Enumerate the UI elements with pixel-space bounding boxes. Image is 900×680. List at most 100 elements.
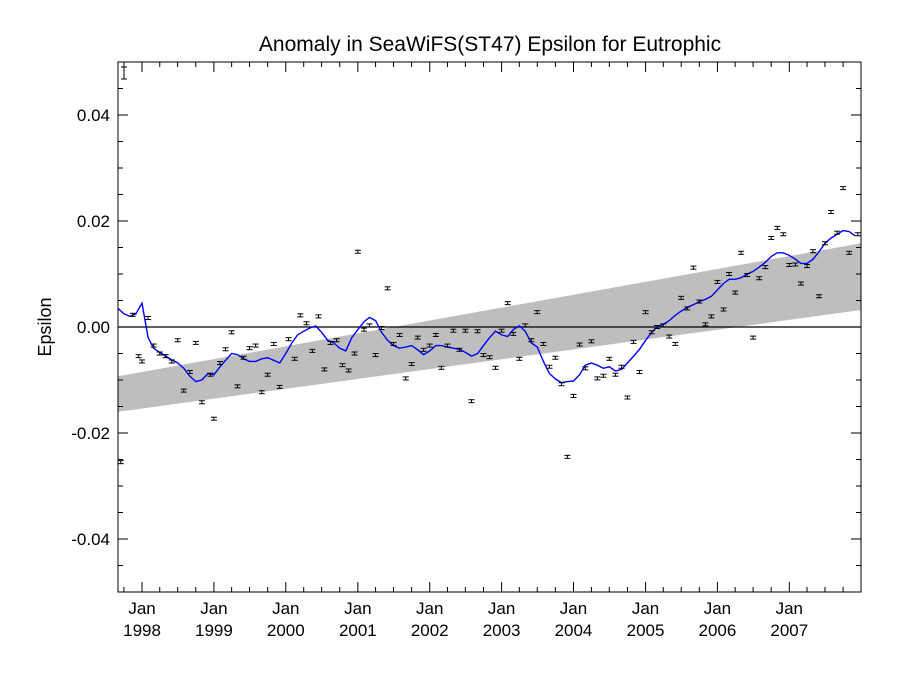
data-point	[797, 281, 804, 286]
data-point	[135, 354, 142, 359]
y-tick-label: -0.02	[71, 424, 110, 443]
x-tick-label-month: Jan	[632, 599, 659, 618]
data-point	[426, 343, 433, 348]
data-point	[291, 356, 298, 361]
x-tick-label-year: 1998	[123, 621, 161, 640]
x-tick-label-year: 2002	[411, 621, 449, 640]
x-tick-label-month: Jan	[704, 599, 731, 618]
data-point	[174, 338, 181, 343]
data-point	[420, 347, 427, 352]
x-tick-label-month: Jan	[344, 599, 371, 618]
x-tick-label-month: Jan	[200, 599, 227, 618]
data-point	[690, 265, 697, 270]
data-point	[327, 340, 334, 345]
data-point	[846, 250, 853, 255]
data-point	[117, 460, 124, 465]
data-point	[780, 232, 787, 237]
data-point	[570, 393, 577, 398]
data-point	[834, 230, 841, 235]
data-point	[588, 339, 595, 344]
data-point	[240, 355, 247, 360]
smoothed-series-line	[117, 229, 856, 384]
data-point	[198, 400, 205, 405]
data-point	[345, 368, 352, 373]
data-point	[474, 329, 481, 334]
data-point	[642, 310, 649, 315]
y-tick-label: 0.00	[77, 318, 110, 337]
data-point	[636, 370, 643, 375]
data-point	[402, 376, 409, 381]
data-point	[486, 355, 493, 360]
data-point	[756, 276, 763, 281]
data-point	[354, 249, 361, 254]
data-point	[468, 399, 475, 404]
data-point	[732, 290, 739, 295]
plot-area: 0.04 0.02 0.00 -0.02 -0.04 Jan 1998 Jan 1999 Jan 2…	[71, 61, 862, 640]
data-point	[821, 241, 828, 246]
data-point	[510, 331, 517, 336]
data-point	[351, 351, 358, 356]
x-tick-label-year: 2007	[770, 621, 808, 640]
data-point	[786, 262, 793, 267]
data-point	[672, 341, 679, 346]
data-point	[228, 330, 235, 335]
x-tick-label-year: 2005	[627, 621, 665, 640]
x-tick-label-year: 2003	[483, 621, 521, 640]
data-point	[840, 186, 847, 191]
data-point	[774, 225, 781, 230]
data-point	[264, 372, 271, 377]
x-tick-label-year: 2001	[339, 621, 377, 640]
data-point	[726, 272, 733, 276]
x-tick-label-month: Jan	[272, 599, 299, 618]
data-point	[396, 332, 403, 337]
data-point	[828, 209, 835, 214]
data-point	[234, 384, 241, 389]
data-point	[285, 337, 292, 342]
data-point	[180, 388, 187, 393]
x-tick-label-month: Jan	[560, 599, 587, 618]
data-point	[702, 322, 709, 327]
data-point	[462, 328, 469, 333]
y-tick-label: 0.02	[77, 212, 110, 231]
data-point	[594, 376, 601, 381]
data-point	[168, 359, 175, 364]
data-point	[252, 343, 259, 348]
data-point	[564, 454, 571, 459]
data-point	[624, 395, 631, 400]
data-point	[207, 372, 214, 377]
data-point	[321, 367, 328, 372]
data-point	[384, 286, 391, 291]
data-point	[309, 348, 316, 353]
data-point	[498, 328, 505, 333]
data-point	[186, 370, 193, 375]
data-point	[552, 355, 559, 360]
x-tick-label-month: Jan	[416, 599, 443, 618]
data-point	[339, 363, 346, 368]
data-point	[540, 341, 547, 346]
data-point	[333, 338, 340, 343]
data-point	[139, 359, 146, 364]
data-point	[660, 323, 667, 328]
data-point	[600, 373, 607, 378]
data-point	[546, 364, 553, 369]
data-point	[762, 265, 769, 270]
data-point	[750, 335, 757, 340]
data-point	[372, 353, 379, 358]
data-point	[408, 362, 415, 367]
data-point	[576, 342, 583, 347]
data-point	[522, 323, 529, 328]
data-point	[666, 334, 673, 339]
x-tick-label-year: 2004	[555, 621, 593, 640]
data-point	[438, 365, 445, 370]
data-point	[162, 354, 169, 359]
y-tick-label: 0.04	[77, 106, 110, 125]
data-point	[738, 250, 745, 255]
data-point	[156, 351, 163, 356]
data-point	[558, 382, 565, 387]
data-point	[276, 384, 283, 389]
data-point	[648, 330, 655, 335]
data-point	[654, 325, 661, 329]
data-point	[150, 343, 157, 348]
